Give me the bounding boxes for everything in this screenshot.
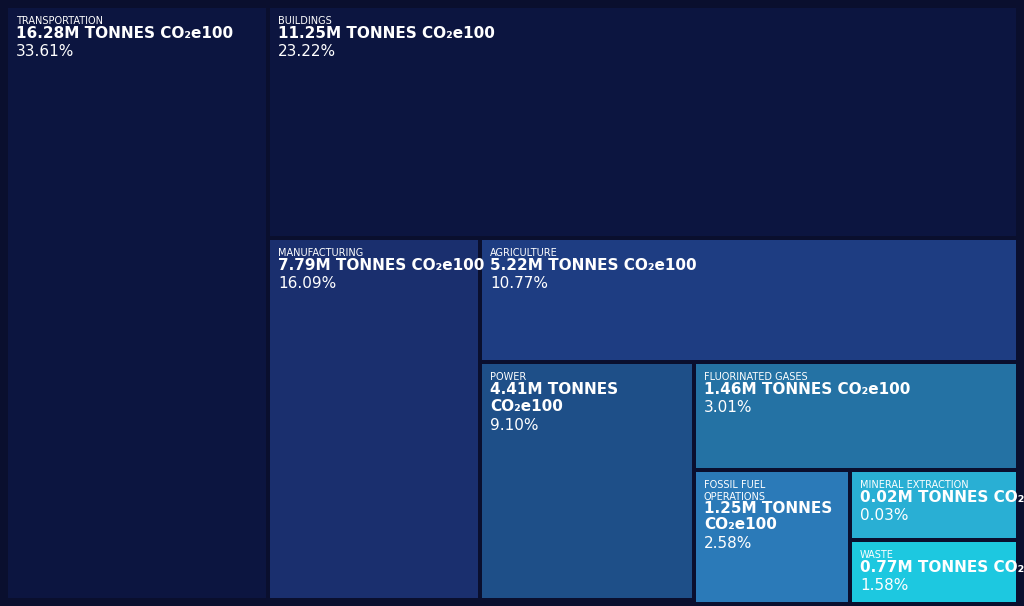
Text: AGRICULTURE: AGRICULTURE	[490, 248, 558, 258]
Text: 3.01%: 3.01%	[705, 400, 753, 415]
Text: 9.10%: 9.10%	[490, 418, 539, 433]
Text: 7.79M TONNES CO₂e100: 7.79M TONNES CO₂e100	[278, 259, 484, 273]
Text: 23.22%: 23.22%	[278, 44, 336, 59]
Text: 0.02M TONNES CO₂e100: 0.02M TONNES CO₂e100	[860, 490, 1024, 505]
Bar	[852, 542, 1016, 602]
Bar	[852, 472, 1016, 538]
Text: FOSSIL FUEL
OPERATIONS: FOSSIL FUEL OPERATIONS	[705, 480, 766, 502]
Text: 11.25M TONNES CO₂e100: 11.25M TONNES CO₂e100	[278, 27, 495, 41]
Text: BUILDINGS: BUILDINGS	[278, 16, 332, 26]
Bar	[482, 364, 692, 598]
Text: 1.46M TONNES CO₂e100: 1.46M TONNES CO₂e100	[705, 382, 910, 398]
Text: 16.28M TONNES CO₂e100: 16.28M TONNES CO₂e100	[16, 27, 233, 41]
Text: FLUORINATED GASES: FLUORINATED GASES	[705, 372, 808, 382]
Bar	[696, 364, 1016, 468]
Text: MANUFACTURING: MANUFACTURING	[278, 248, 364, 258]
Text: MINERAL EXTRACTION: MINERAL EXTRACTION	[860, 480, 969, 490]
Text: 1.25M TONNES
CO₂e100: 1.25M TONNES CO₂e100	[705, 501, 833, 532]
Text: 10.77%: 10.77%	[490, 276, 548, 291]
Text: 2.58%: 2.58%	[705, 536, 753, 551]
Text: 5.22M TONNES CO₂e100: 5.22M TONNES CO₂e100	[490, 259, 696, 273]
Bar	[270, 240, 478, 598]
Text: 0.77M TONNES CO₂e100: 0.77M TONNES CO₂e100	[860, 561, 1024, 576]
Text: 4.41M TONNES
CO₂e100: 4.41M TONNES CO₂e100	[490, 382, 618, 414]
Text: 16.09%: 16.09%	[278, 276, 336, 291]
Bar	[696, 472, 848, 602]
Text: TRANSPORTATION: TRANSPORTATION	[16, 16, 103, 26]
Text: WASTE: WASTE	[860, 550, 894, 560]
Text: POWER: POWER	[490, 372, 526, 382]
Bar	[482, 240, 1016, 360]
Text: 0.03%: 0.03%	[860, 508, 908, 523]
Text: 33.61%: 33.61%	[16, 44, 75, 59]
Bar	[270, 8, 1016, 236]
Bar	[8, 8, 266, 598]
Text: 1.58%: 1.58%	[860, 578, 908, 593]
